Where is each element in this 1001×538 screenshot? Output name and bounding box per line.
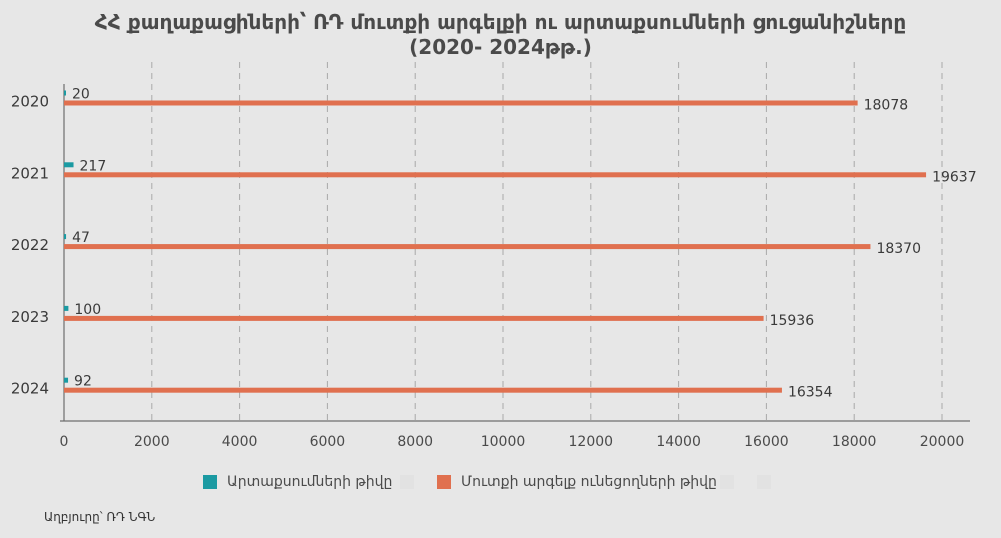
legend-blank-marker	[757, 475, 771, 489]
data-label-deportations: 92	[74, 374, 92, 390]
data-label-deportations: 217	[80, 158, 107, 174]
legend-swatch-entry-ban	[437, 475, 451, 489]
bar-entry-ban	[64, 315, 764, 321]
y-category-label: 2020	[11, 92, 49, 110]
legend-item-deportations: Արտաքսումների թիվը	[203, 471, 392, 493]
legend-item-entry-ban: Մուտքի արգելք ունեցողների թիվը	[437, 471, 717, 493]
legend-blank-marker	[720, 475, 734, 489]
bar-entry-ban	[64, 172, 927, 178]
bar-entry-ban	[64, 244, 871, 250]
x-tick-label: 14000	[656, 434, 701, 450]
x-tick-label: 4000	[222, 434, 258, 450]
bar-deportations	[64, 305, 69, 311]
legend-swatch-deportations	[203, 475, 217, 489]
x-tick-label: 8000	[397, 434, 433, 450]
y-category-label: 2023	[11, 308, 49, 326]
source-note: Աղբյուրը՝ ՌԴ ՆԳՆ	[44, 510, 156, 524]
bar-deportations	[64, 90, 66, 96]
legend: Արտաքսումների թիվը Մուտքի արգելք ունեցող…	[0, 471, 1001, 493]
y-category-label: 2024	[11, 380, 49, 398]
legend-label-entry-ban: Մուտքի արգելք ունեցողների թիվը	[461, 474, 717, 490]
x-tick-label: 16000	[744, 434, 789, 450]
bar-entry-ban	[64, 387, 782, 393]
data-label-entry-ban: 15936	[770, 313, 815, 329]
x-tick-label: 2000	[134, 434, 170, 450]
data-label-deportations: 100	[74, 302, 101, 318]
legend-label-deportations: Արտաքսումների թիվը	[227, 474, 393, 490]
data-label-entry-ban: 18078	[864, 97, 909, 113]
bar-deportations	[64, 377, 69, 383]
x-tick-label: 20000	[920, 434, 965, 450]
chart-title-line-1: ՀՀ քաղաքացիների՝ ՌԴ մուտքի արգելքի ու ար…	[94, 10, 907, 34]
x-tick-label: 6000	[310, 434, 346, 450]
bar-entry-ban	[64, 100, 858, 106]
legend-blank-marker	[400, 475, 414, 489]
data-label-deportations: 47	[72, 230, 90, 246]
x-tick-label: 12000	[569, 434, 614, 450]
y-category-label: 2021	[11, 164, 49, 182]
data-label-deportations: 20	[72, 86, 90, 102]
bar-deportations	[64, 234, 67, 240]
data-label-entry-ban: 19637	[932, 169, 977, 185]
x-tick-label: 10000	[481, 434, 526, 450]
x-tick-label: 0	[60, 434, 69, 450]
x-tick-label: 18000	[832, 434, 877, 450]
chart-title-line-2: (2020- 2024թթ.)	[409, 35, 592, 59]
data-label-entry-ban: 16354	[788, 385, 833, 401]
bar-deportations	[64, 162, 74, 168]
data-label-entry-ban: 18370	[876, 241, 921, 257]
y-category-label: 2022	[11, 236, 49, 254]
